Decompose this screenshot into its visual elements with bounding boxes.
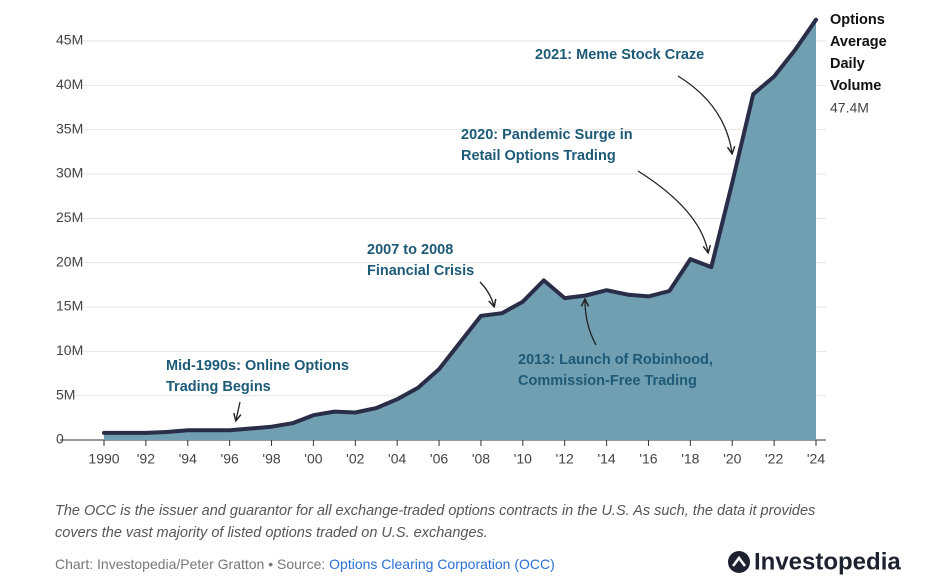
arrow <box>677 75 732 153</box>
source-prefix: Chart: Investopedia/Peter Gratton • Sour… <box>55 556 329 572</box>
x-tick-label: '10 <box>514 451 532 467</box>
line <box>102 17 818 435</box>
annotation: Mid-1990s: Online Options <box>166 358 349 374</box>
source-link[interactable]: Options Clearing Corporation (OCC) <box>329 556 555 572</box>
area <box>104 19 816 440</box>
footnote: covers the vast majority of listed optio… <box>55 525 488 541</box>
source: Chart: Investopedia/Peter Gratton • Sour… <box>55 556 555 572</box>
y-tick-label: 25M <box>56 209 83 225</box>
series-label: Daily <box>830 56 865 72</box>
x-tick-label: 1990 <box>88 451 119 467</box>
annotation: Trading Begins <box>166 379 271 395</box>
x-tick-label: '18 <box>681 451 699 467</box>
annotation: 2013: Launch of Robinhood, <box>518 352 713 368</box>
grid <box>60 40 826 446</box>
annotation: Retail Options Trading <box>461 148 616 164</box>
arrows <box>236 75 732 420</box>
y-tick-label: 40M <box>56 76 83 92</box>
annotation: 2007 to 2008 <box>367 242 453 258</box>
y-tick-label: 15M <box>56 298 83 314</box>
annotation: Financial Crisis <box>367 263 474 279</box>
y-tick-label: 35M <box>56 120 83 136</box>
arrow <box>637 170 708 252</box>
x-tick-label: '92 <box>137 451 155 467</box>
x-tick-label: '02 <box>346 451 364 467</box>
x-tick-label: '14 <box>597 451 615 467</box>
series-label: Volume <box>830 78 881 94</box>
y-tick-label: 10M <box>56 342 83 358</box>
x-tick-label: '24 <box>807 451 825 467</box>
brand: Investopedia <box>754 548 901 575</box>
logo-icon-mark <box>732 555 746 567</box>
x-tick-label: '00 <box>304 451 322 467</box>
x-tick-label: '06 <box>430 451 448 467</box>
footnote: The OCC is the issuer and guarantor for … <box>55 503 815 519</box>
logo: Investopedia <box>728 548 901 575</box>
logo-icon <box>728 551 750 573</box>
value-label: 47.4M <box>830 99 869 115</box>
annotation: 2020: Pandemic Surge in <box>461 127 633 143</box>
y-tick-label: 45M <box>56 32 83 48</box>
x-tick-label: '12 <box>556 451 574 467</box>
annotation: Commission-Free Trading <box>518 373 697 389</box>
series-label: Options <box>830 12 885 28</box>
x-tick-label: '16 <box>639 451 657 467</box>
plot <box>102 17 818 440</box>
x-tick-label: '96 <box>221 451 239 467</box>
y-tick-label: 0 <box>56 431 64 447</box>
y-tick-label: 5M <box>56 386 75 402</box>
annotation: 2021: Meme Stock Craze <box>535 47 704 63</box>
x-tick-label: '22 <box>765 451 783 467</box>
x-tick-label: '94 <box>179 451 197 467</box>
arrow <box>236 401 240 420</box>
y-tick-label: 30M <box>56 165 83 181</box>
series-label: Average <box>830 34 887 50</box>
arrow <box>585 300 597 346</box>
x-tick-label: '04 <box>388 451 406 467</box>
x-tick-label: '20 <box>723 451 741 467</box>
x-tick-label: '98 <box>262 451 280 467</box>
x-tick-label: '08 <box>472 451 490 467</box>
arrow <box>479 281 494 306</box>
y-tick-label: 20M <box>56 253 83 269</box>
labels: 0 5M 10M 15M 20M 25M 30M 35M 40M 45M 1990 '92 '94 '96… <box>56 12 887 467</box>
